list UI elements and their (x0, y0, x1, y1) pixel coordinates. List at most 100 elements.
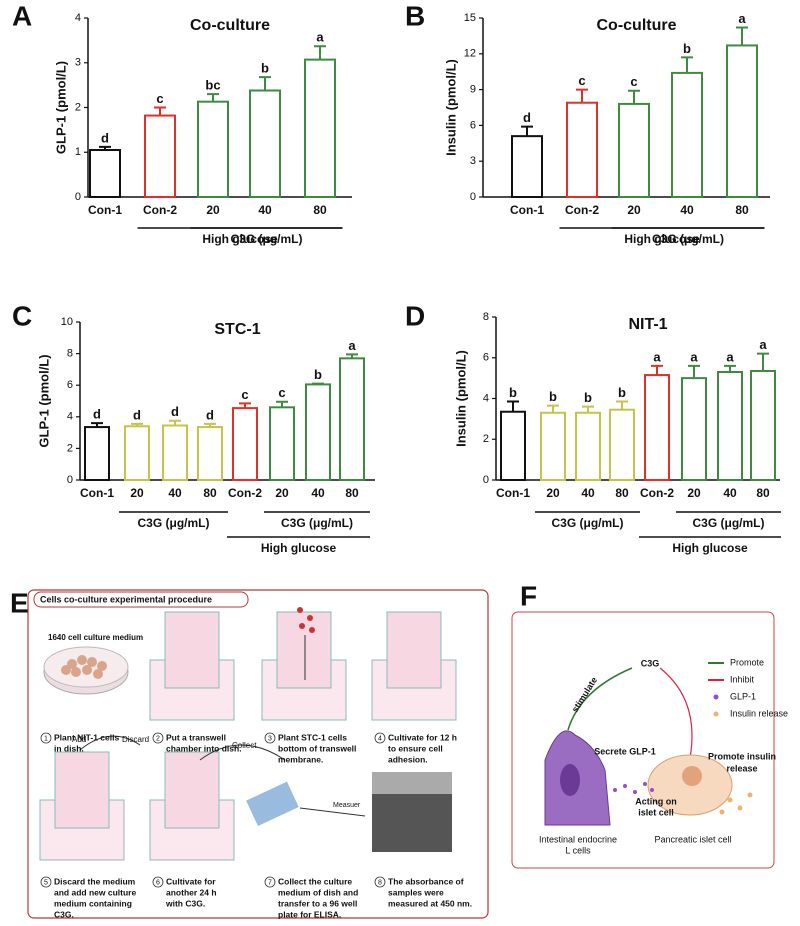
x-tick-label: 80 (313, 203, 327, 217)
x-tick-label: Con-1 (510, 203, 544, 217)
significance-letter: c (578, 73, 585, 88)
error-bar (207, 93, 219, 102)
bar (197, 100, 229, 198)
legend-label: Inhibit (730, 674, 755, 684)
group-label: C3G (μg/mL) (652, 232, 724, 246)
group-label: High glucose (624, 232, 700, 246)
step-text: Cultivate for (166, 876, 216, 886)
step-text: plate for ELISA. (278, 909, 341, 919)
step-circle (374, 876, 386, 888)
significance-letter: b (584, 390, 592, 405)
bar (162, 424, 188, 481)
glp1-dots (613, 782, 654, 794)
step-text: membrane. (278, 754, 323, 764)
x-tick-label: 20 (130, 486, 144, 500)
step-text: in dish. (54, 743, 84, 753)
error-bar (724, 364, 736, 373)
step-text: Cultivate for 12 h (388, 732, 457, 742)
x-tick-label: Con-2 (143, 203, 177, 217)
discard-label: Discard (122, 735, 149, 744)
panel-e-frame (27, 589, 489, 919)
bar (144, 114, 176, 198)
step-number: 3 (268, 735, 272, 742)
step-number: 6 (156, 879, 160, 886)
l-cell-label: L cells (565, 845, 591, 855)
bar (124, 425, 150, 481)
y-tick-label: 6 (67, 379, 73, 391)
group-label: High glucose (202, 232, 278, 246)
significance-letter: b (509, 385, 517, 400)
error-bar (314, 45, 326, 60)
x-tick-label: 20 (206, 203, 220, 217)
significance-letter: a (653, 349, 661, 364)
promote-label: Promote insulin (708, 751, 776, 761)
error-bar (312, 382, 324, 385)
error-bar (651, 364, 663, 376)
arrow (199, 744, 286, 761)
panel-letter: A (12, 0, 32, 31)
step-text: Put a transwell (166, 732, 226, 742)
y-tick-label: 2 (483, 433, 489, 445)
group-label: C3G (μg/mL) (137, 516, 209, 530)
x-tick-label: 20 (275, 486, 289, 500)
step-text: Plant STC-1 cells (278, 732, 347, 742)
x-tick-label: 80 (735, 203, 749, 217)
bar (511, 135, 543, 198)
significance-letter: d (206, 407, 214, 422)
error-bar (688, 364, 700, 379)
significance-letter: b (261, 61, 269, 76)
significance-letter: a (316, 30, 324, 45)
significance-letter: b (618, 385, 626, 400)
reader-top (372, 772, 452, 794)
y-tick-label: 3 (75, 57, 81, 69)
x-tick-label: 40 (581, 486, 595, 500)
x-tick-label: Con-2 (228, 486, 262, 500)
error-bar (346, 353, 358, 359)
x-tick-label: Con-2 (640, 486, 674, 500)
group-label: C3G (μg/mL) (230, 232, 302, 246)
error-bar (507, 400, 519, 412)
bar (305, 383, 331, 481)
bar (197, 426, 223, 482)
x-tick-label: 80 (756, 486, 770, 500)
y-tick-label: 9 (470, 84, 476, 96)
group-label: High glucose (261, 541, 337, 555)
l-cell-label: Intestinal endocrine (539, 834, 617, 844)
collect-label: Collect (232, 741, 257, 750)
significance-letter: b (314, 367, 322, 382)
step-number: 7 (268, 879, 272, 886)
step-text: bottom of transwell (278, 743, 356, 753)
x-tick-label: 40 (168, 486, 182, 500)
panel-title: Cells co-culture experimental procedure (40, 594, 212, 604)
x-tick-label: 40 (680, 203, 694, 217)
x-tick-label: 80 (615, 486, 629, 500)
x-tick-label: Con-1 (496, 486, 530, 500)
y-axis-label: GLP-1 (pmol/L) (53, 61, 68, 154)
y-tick-label: 2 (75, 101, 81, 113)
significance-letter: a (726, 349, 734, 364)
error-bar (276, 400, 288, 408)
step-text: Plant NIT-1 cells (54, 732, 119, 742)
step-text: C3G. (54, 909, 74, 919)
step-number: 4 (378, 735, 382, 742)
step-text: The absorbance of (388, 876, 464, 886)
bar (232, 407, 258, 481)
error-bar (628, 89, 640, 104)
y-tick-label: 0 (483, 474, 489, 486)
x-tick-label: 80 (345, 486, 359, 500)
bar (644, 374, 670, 482)
y-tick-label: 3 (470, 155, 476, 167)
x-tick-label: 20 (687, 486, 701, 500)
y-tick-label: 8 (67, 348, 73, 360)
step-circle (152, 876, 164, 888)
step-text: Collect the culture (278, 876, 352, 886)
step-text: Discard the medium (54, 876, 136, 886)
panel-letter: B (405, 0, 425, 31)
step-circle (264, 876, 276, 888)
error-bar (582, 405, 594, 413)
error-bar (757, 352, 769, 371)
panel-f-frame (511, 611, 775, 869)
secrete-label: Secrete GLP-1 (594, 746, 656, 756)
x-tick-label: 20 (546, 486, 560, 500)
error-bar (239, 402, 251, 409)
